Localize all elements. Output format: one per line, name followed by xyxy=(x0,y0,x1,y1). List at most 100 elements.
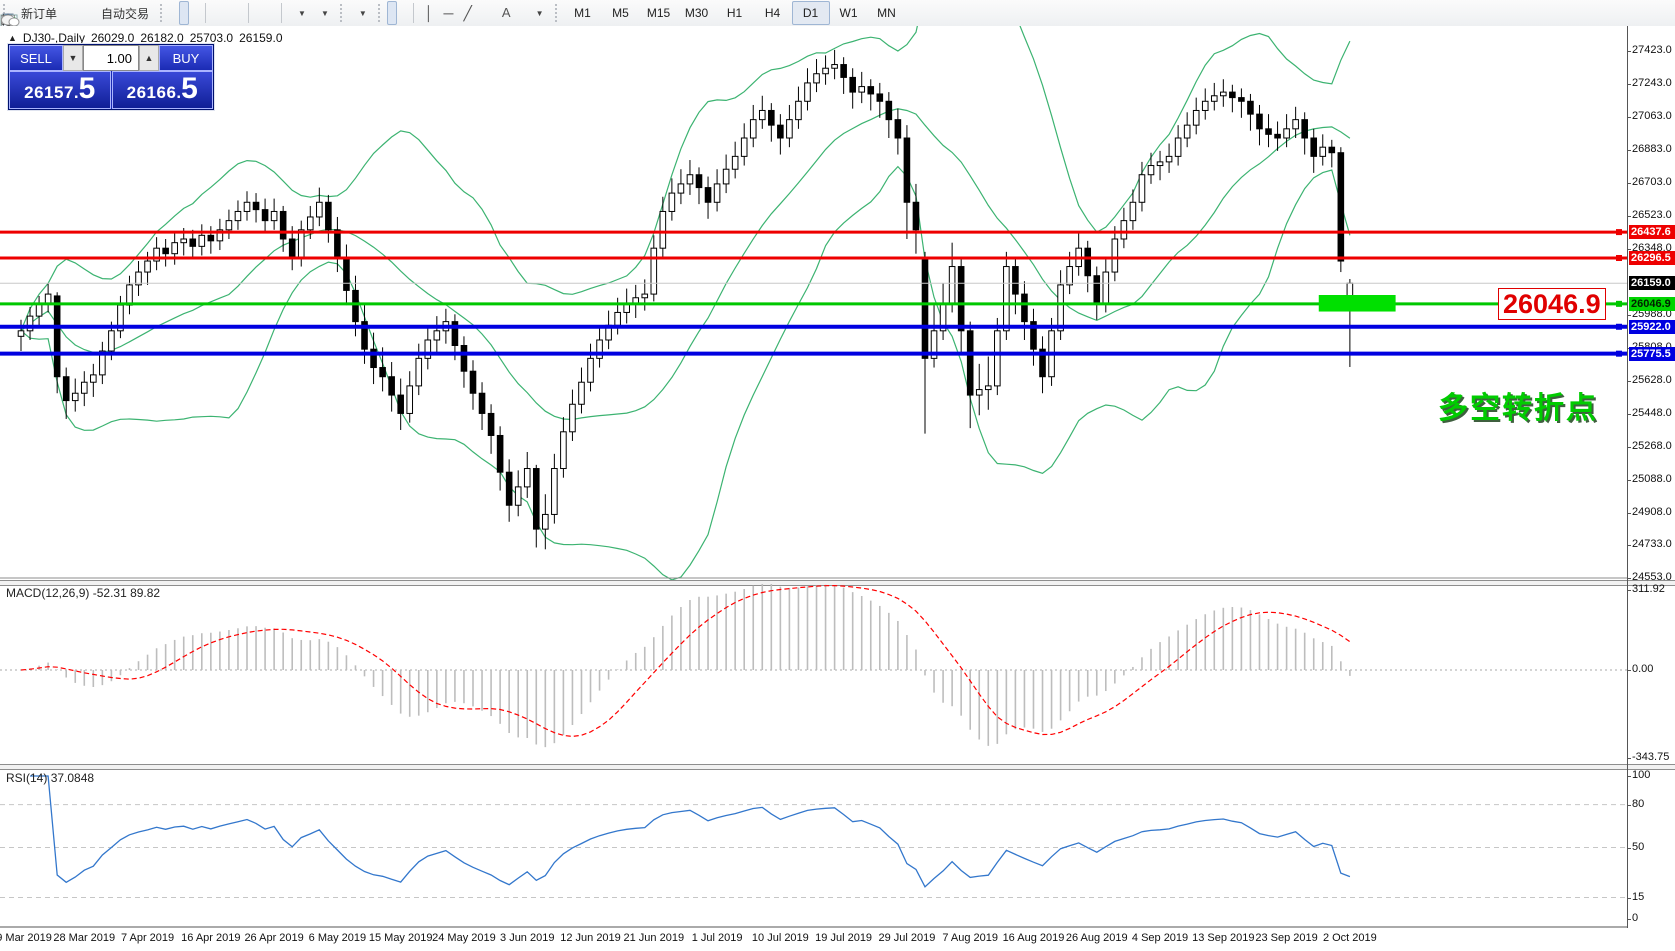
date-axis-label: 26 Apr 2019 xyxy=(244,932,304,944)
tile-windows-button[interactable] xyxy=(1,1,242,27)
date-axis-label: 7 Apr 2019 xyxy=(120,932,175,944)
horizontal-line-tool[interactable]: ─ xyxy=(439,1,459,25)
price-pane[interactable] xyxy=(0,26,1675,580)
timeframe-D1[interactable]: D1 xyxy=(791,1,830,25)
caret-down-icon: ▼ xyxy=(298,8,306,18)
ohlc-open: 26029.0 xyxy=(90,31,135,45)
collapse-panel-icon[interactable]: ▲ xyxy=(8,33,17,43)
axis-tick: 25268.0 xyxy=(1627,439,1672,452)
buy-price-button[interactable]: 26166. 5 xyxy=(111,71,213,109)
price-axis-border xyxy=(1627,26,1628,928)
sell-button[interactable]: SELL xyxy=(9,45,63,71)
toolbar-grip[interactable] xyxy=(2,3,7,23)
price-callout-label[interactable]: 26046.9 xyxy=(1498,287,1606,320)
auto-scroll-button[interactable] xyxy=(2,1,265,27)
indicators-dropdown[interactable]: ▼ xyxy=(0,1,372,28)
volume-decrease-button[interactable]: ▼ xyxy=(63,45,83,71)
vertical-line-tool[interactable]: │ xyxy=(420,1,439,25)
main-toolbar: 新订单 自动交易 ▼ ▼ xyxy=(0,0,1675,29)
text-tool[interactable]: A xyxy=(497,1,516,25)
axis-tick: 26703.0 xyxy=(1627,176,1672,189)
rsi-pane[interactable] xyxy=(0,768,1675,928)
date-axis-label: 13 Sep 2019 xyxy=(1192,932,1255,944)
ohlc-high: 26182.0 xyxy=(140,31,184,45)
arrows-dropdown[interactable]: ▼ xyxy=(4,1,549,27)
autotrading-button[interactable]: 自动交易 xyxy=(0,1,154,29)
date-axis-label: 21 Jun 2019 xyxy=(623,932,685,944)
chart-shift-button[interactable] xyxy=(3,1,275,27)
toolbar-grip[interactable] xyxy=(338,3,344,23)
timeframe-W1[interactable]: W1 xyxy=(839,6,858,20)
buy-button[interactable]: BUY xyxy=(159,45,213,71)
sell-price-button[interactable]: 26157. 5 xyxy=(9,71,111,109)
pane-separator[interactable] xyxy=(0,580,1675,586)
axis-tick: 26523.0 xyxy=(1627,209,1672,222)
date-axis-label: 26 Aug 2019 xyxy=(1065,932,1128,944)
date-axis-label: 29 Jul 2019 xyxy=(878,932,936,944)
date-axis-label: 24 May 2019 xyxy=(432,932,496,944)
timeframe-H4[interactable]: H4 xyxy=(764,6,781,20)
macd-pane[interactable] xyxy=(0,584,1675,764)
sell-price-main: 26157 xyxy=(24,83,74,102)
timeframe-M15[interactable]: M15 xyxy=(646,6,671,20)
axis-tick: 24908.0 xyxy=(1627,505,1672,518)
timeframe-M1[interactable]: M1 xyxy=(574,6,591,20)
profile-button[interactable] xyxy=(0,1,82,29)
caret-down-icon: ▼ xyxy=(535,8,544,18)
date-axis-label: 2 Oct 2019 xyxy=(1322,932,1377,944)
trendline-tool[interactable]: ╱ xyxy=(458,1,476,25)
fibonacci-tool[interactable]: F xyxy=(1,1,497,29)
line-chart-button[interactable] xyxy=(0,1,199,26)
date-axis-label: 15 May 2019 xyxy=(368,932,433,944)
timeframe-MN[interactable]: MN xyxy=(877,6,896,20)
axis-tick: 27243.0 xyxy=(1627,77,1672,90)
metaeditor-button[interactable] xyxy=(0,1,72,29)
autotrading-label: 自动交易 xyxy=(101,6,150,21)
pane-separator[interactable] xyxy=(0,764,1675,770)
chart-area[interactable]: ▲ DJ30-,Daily 26029.0 26182.0 25703.0 26… xyxy=(0,26,1675,951)
caret-down-icon: ▼ xyxy=(320,8,329,18)
axis-tick: 80 xyxy=(1626,797,1645,810)
zoom-out-button[interactable] xyxy=(1,1,232,29)
price-badge: 26159.0 xyxy=(1629,276,1675,291)
toolbar-grip[interactable] xyxy=(159,3,165,23)
channel-tool[interactable]: E xyxy=(1,1,487,29)
timeframe-M5[interactable]: M5 xyxy=(612,6,629,20)
axis-tick: 27423.0 xyxy=(1627,44,1672,57)
candlestick-chart-button[interactable] xyxy=(2,1,190,28)
cursor-tool-button[interactable] xyxy=(3,1,397,28)
date-axis-label: 19 Mar 2019 xyxy=(0,932,52,944)
new-chart-dropdown[interactable]: ▼ xyxy=(1,1,311,29)
date-axis-label: 7 Aug 2019 xyxy=(942,932,999,944)
timeframe-M30[interactable]: M30 xyxy=(684,6,709,20)
axis-tick: 24733.0 xyxy=(1627,538,1672,551)
periods-dropdown[interactable]: ▼ xyxy=(0,1,334,29)
ohlc-low: 25703.0 xyxy=(189,31,234,45)
new-order-label: 新订单 xyxy=(21,6,58,21)
symbol-info-line: ▲ DJ30-,Daily 26029.0 26182.0 25703.0 26… xyxy=(8,31,283,45)
price-badge: 26296.5 xyxy=(1629,251,1675,265)
toolbar-grip[interactable] xyxy=(376,3,382,23)
axis-tick: 15 xyxy=(1626,890,1645,903)
signals-button[interactable] xyxy=(0,1,92,29)
toolbar-grip[interactable] xyxy=(553,3,559,23)
zoom-in-button[interactable] xyxy=(1,1,222,29)
crosshair-tool-button[interactable] xyxy=(1,1,407,28)
axis-tick: 27063.0 xyxy=(1627,110,1672,123)
symbol-name: DJ30-,Daily xyxy=(22,31,85,45)
axis-tick: 311.92 xyxy=(1627,583,1665,595)
one-click-trading-panel: SELL ▼ 1.00 ▲ BUY 26157. 5 26166. 5 xyxy=(8,44,214,110)
timeframe-group: M1 M5 M15 M30 H1 H4 D1 W1 MN xyxy=(561,0,909,26)
axis-tick: 26348.0 xyxy=(1627,241,1672,254)
volume-input[interactable]: 1.00 xyxy=(83,45,139,71)
axis-tick: 100 xyxy=(1626,769,1651,781)
chinese-annotation-text[interactable]: 多空转折点 xyxy=(1438,392,1598,425)
bar-chart-button[interactable] xyxy=(2,1,179,27)
text-label-tool[interactable]: T xyxy=(1,1,526,27)
volume-increase-button[interactable]: ▲ xyxy=(139,45,159,71)
axis-tick: 0 xyxy=(1626,912,1639,924)
trendline-icon: ╱ xyxy=(463,5,472,21)
timeframe-H1[interactable]: H1 xyxy=(726,6,743,20)
axis-tick: -343.75 xyxy=(1626,751,1670,764)
buy-price-frac: 5 xyxy=(181,72,198,105)
